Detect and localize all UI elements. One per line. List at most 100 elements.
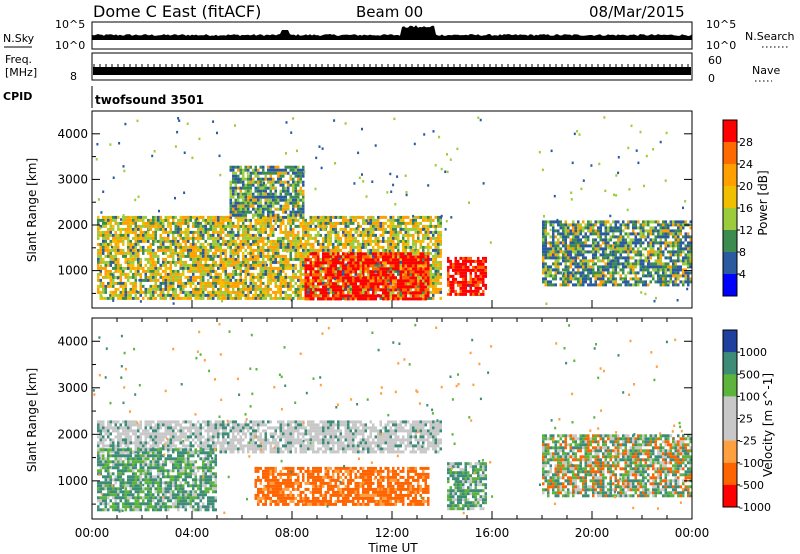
power-echo-cell [227,239,230,243]
power-echo-cell [389,288,392,292]
power-echo-cell [609,229,612,233]
power-echo-cell [132,266,135,270]
power-echo-cell [407,267,410,271]
power-echo-cell [164,218,167,222]
power-echo-cell [602,283,605,287]
power-echo-cell [344,227,347,231]
power-echo-cell [202,251,205,255]
power-echo-cell [589,271,592,275]
power-echo-cell [294,263,297,267]
power-echo-cell [209,257,212,261]
power-echo-cell [257,227,260,231]
power-echo-cell [632,241,635,245]
power-echo-cell [229,195,232,199]
power-echo-cell [392,264,395,268]
power-echo-cell [279,260,282,264]
power-echo-cell [224,266,227,270]
power-echo-cell [334,233,337,237]
power-echo-cell [99,296,102,300]
power-echo-cell [217,248,220,252]
power-echo-cell [254,224,257,228]
power-echo-cell [352,255,355,259]
power-echo-cell [359,230,362,234]
power-echo-cell [454,256,457,260]
power-echo-cell [397,287,400,291]
power-echo-cell [427,276,430,280]
power-echo-cell [104,263,107,267]
power-echo-cell [214,293,217,297]
power-echo-cell [299,272,302,276]
power-echo-cell [389,221,392,225]
power-echo-cell [452,286,455,290]
power-echo-cell [327,215,330,219]
power-echo-cell [302,266,305,270]
power-echo-cell [594,220,597,224]
power-echo-cell [182,254,185,258]
power-echo-cell [399,273,402,277]
power-echo-cell [332,294,335,298]
power-echo-cell [252,204,255,208]
power-echo-cell [352,258,355,262]
power-echo-cell [294,290,297,294]
power-echo-cell [289,210,292,214]
power-echo-cell [329,276,332,280]
power-echo-cell [157,278,160,282]
power-echo-cell [599,220,602,224]
power-echo-cell [114,245,117,249]
power-echo-cell [597,232,600,236]
power-echo-cell [127,272,130,276]
power-echo-cell [104,269,107,273]
power-echo-cell [297,239,300,243]
power-echo-cell [449,262,452,266]
power-echo-cell [232,174,235,178]
power-echo-cell [239,233,242,237]
power-echo-cell [474,274,477,278]
power-echo-cell [392,261,395,265]
power-echo-cell [192,293,195,297]
power-echo-cell [407,273,410,277]
power-echo-cell [464,292,467,296]
power-echo-cell [542,220,545,224]
power-echo-cell [357,297,360,301]
power-echo-cell [127,239,130,243]
power-echo-cell [447,268,450,272]
power-echo-cell [169,227,172,231]
power-echo-cell [177,239,180,243]
power-echo-cell [312,276,315,280]
power-echo-cell [404,297,407,301]
power-echo-cell [477,280,480,284]
power-echo-cell [289,263,292,267]
noise-left-label: N.Sky [3,32,35,45]
power-echo-cell [554,253,557,257]
power-echo-cell [362,297,365,301]
power-echo-cell [177,251,180,255]
power-echo-cell [417,239,420,243]
power-echo-cell [424,273,427,277]
power-echo-cell [362,233,365,237]
power-echo-cell [352,242,355,246]
power-echo-cell [164,245,167,249]
power-echo-cell [409,287,412,291]
power-echo-cell [232,233,235,237]
power-echo-cell [302,272,305,276]
power-echo-cell [582,277,585,281]
power-echo-cell [409,279,412,283]
power-echo-cell [229,263,232,267]
power-echo-cell [97,254,100,258]
power-echo-cell [347,224,350,228]
power-echo-cell [104,236,107,240]
power-echo-cell [384,273,387,277]
power-echo-cell [104,245,107,249]
power-echo-cell [289,239,292,243]
power-echo-cell [557,238,560,242]
power-echo-cell [219,284,222,288]
power-echo-cell [402,239,405,243]
power-echo-cell [382,255,385,259]
power-echo-cell [464,271,467,275]
power-echo-cell [112,248,115,252]
power-echo-cell [397,297,400,301]
power-echo-cell [334,255,337,259]
power-echo-cell [247,251,250,255]
power-echo-cell [602,247,605,251]
power-echo-cell [202,269,205,273]
